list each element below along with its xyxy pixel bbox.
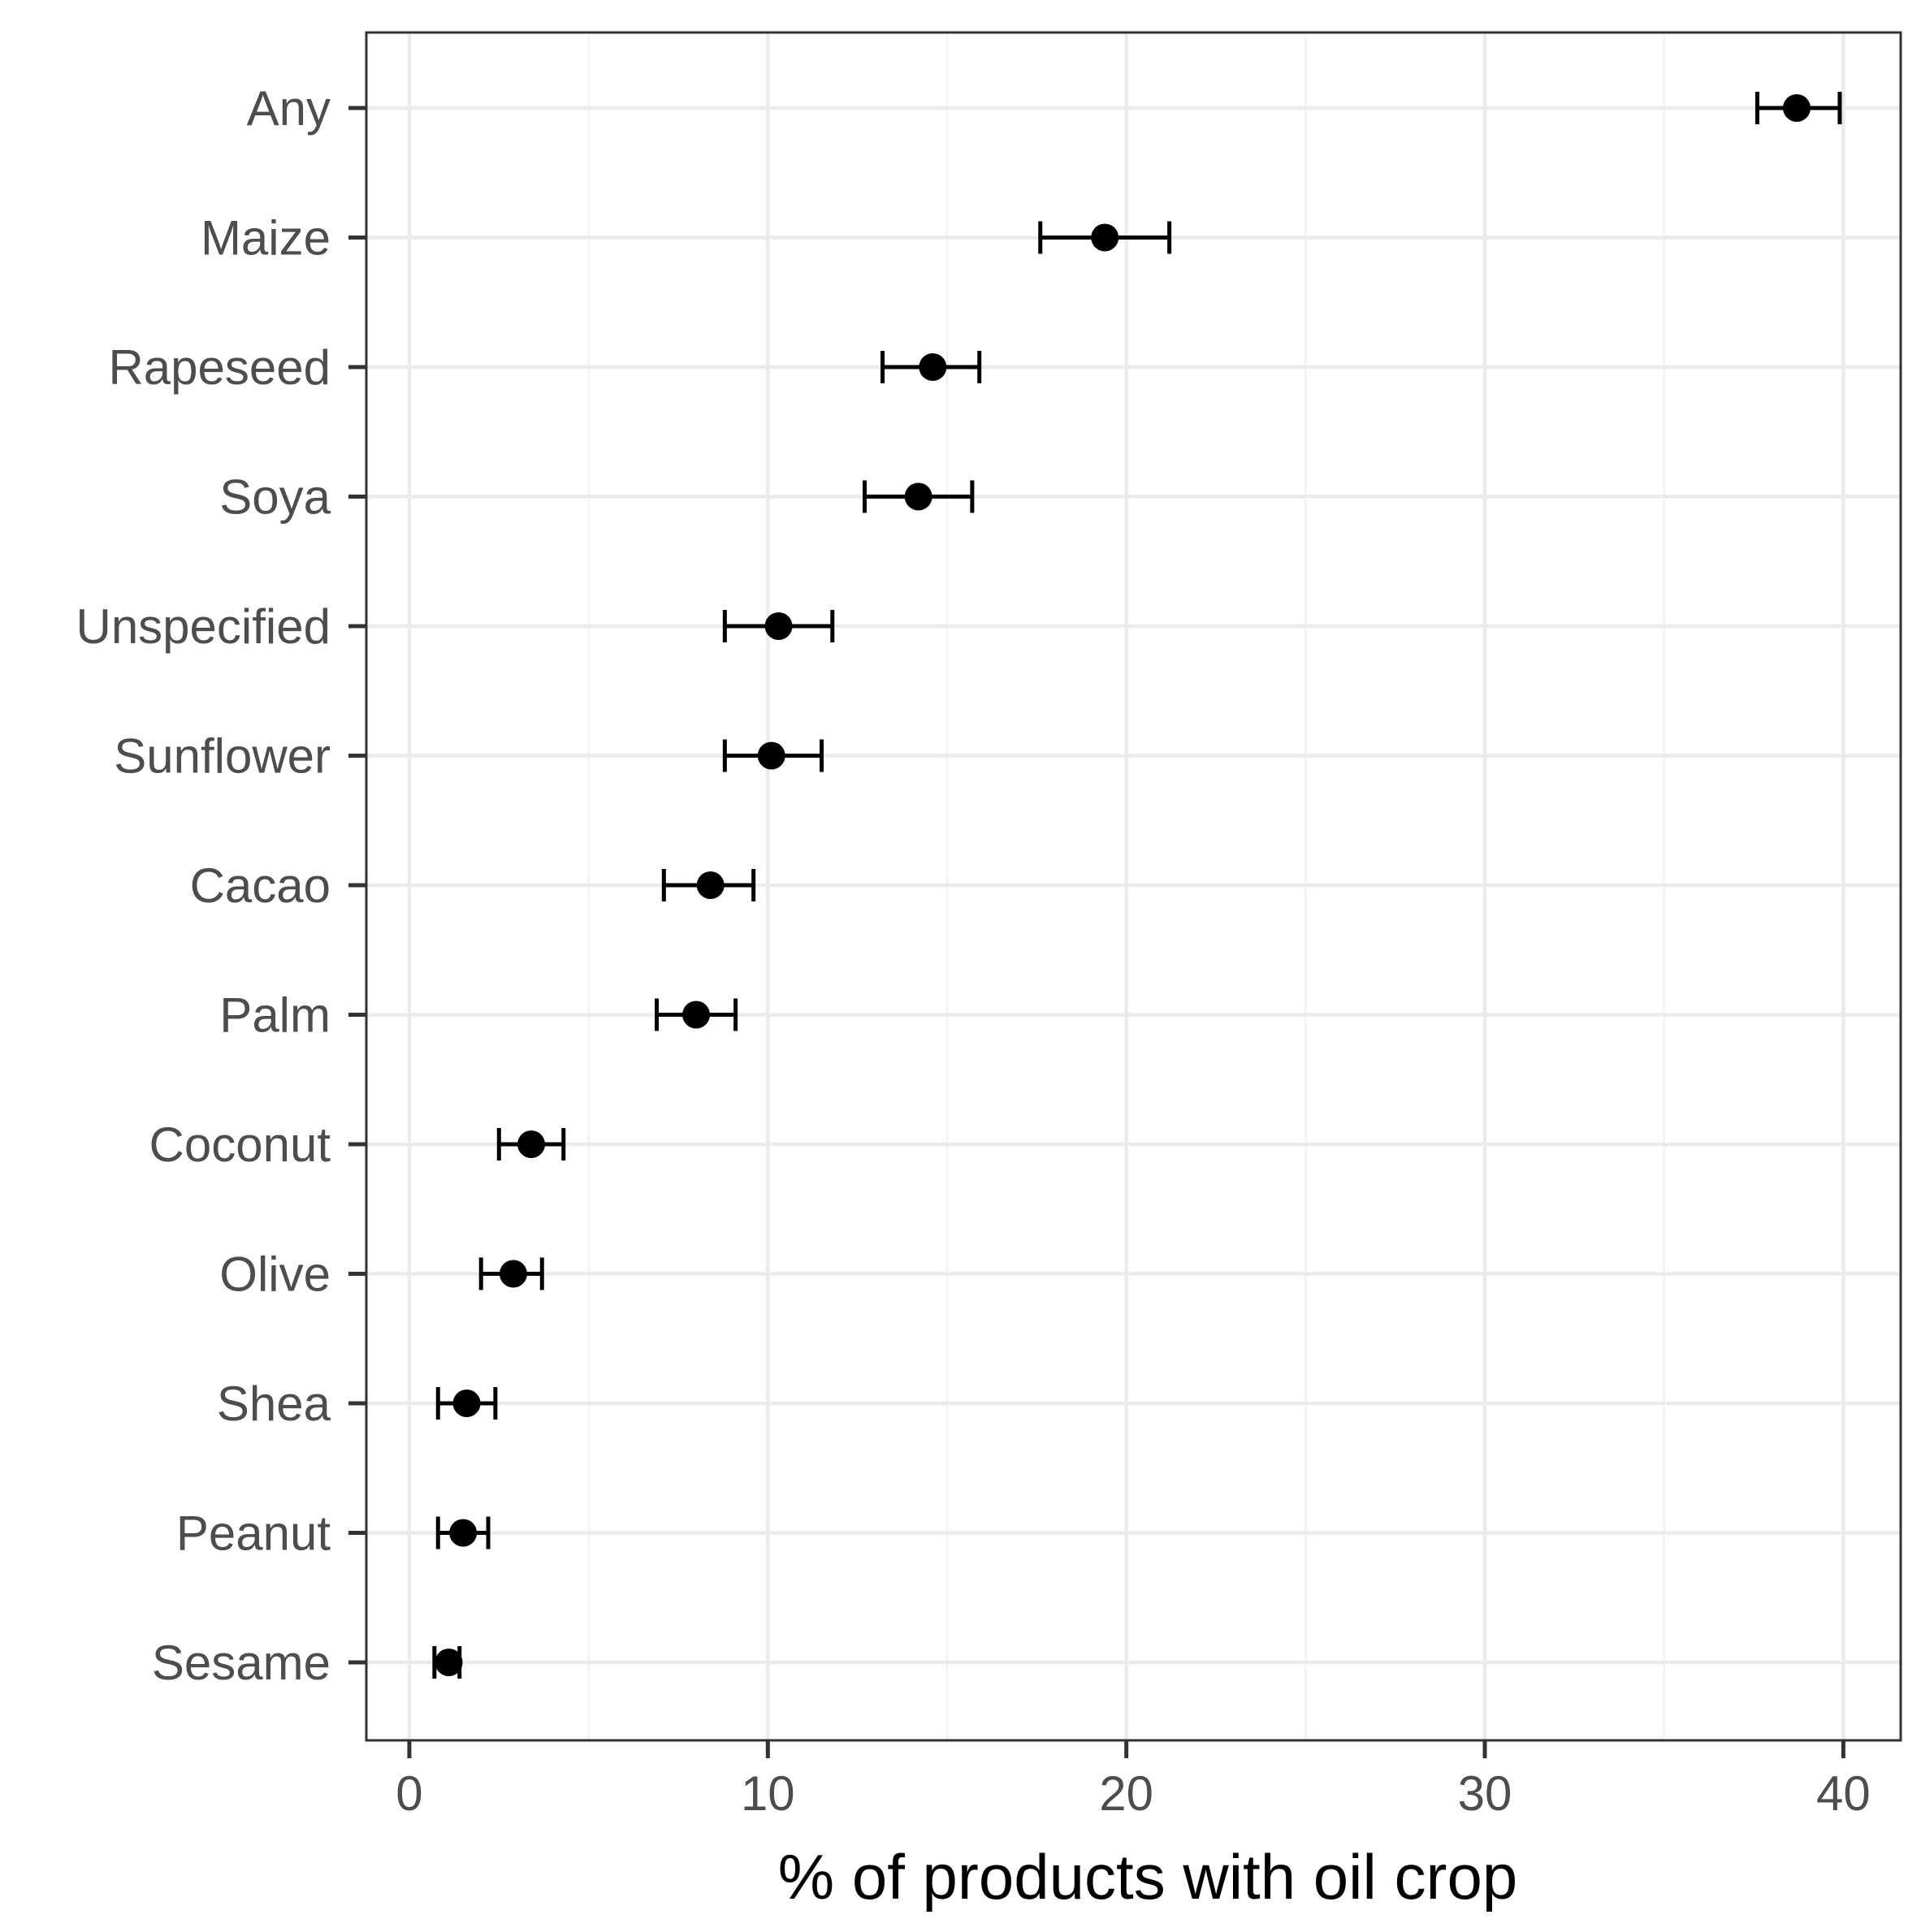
y-tick-label: Sunflower [114, 729, 331, 784]
y-tick-label: Rapeseed [108, 340, 331, 395]
major-gridlines [366, 32, 1901, 1740]
y-tick-label: Soya [219, 470, 331, 525]
point-coconut [517, 1130, 546, 1158]
y-tick-label: Unspecified [76, 599, 331, 654]
point-soya [904, 482, 932, 511]
data-points [435, 94, 1811, 1676]
y-tick-label: Maize [201, 211, 331, 266]
x-tick-label: 30 [1458, 1766, 1512, 1821]
x-axis: 0 10 20 30 40 [396, 1740, 1871, 1821]
point-sesame [435, 1649, 463, 1676]
y-axis: Any Maize Rapeseed Soya Unspecified Sunflower… [76, 81, 366, 1690]
y-tick-label: Peanut [176, 1506, 331, 1561]
point-sunflower [757, 741, 785, 770]
x-tick-label: 40 [1816, 1766, 1871, 1821]
point-maize [1091, 223, 1119, 252]
y-tick-label: Palm [219, 988, 331, 1043]
x-tick-label: 0 [396, 1766, 422, 1821]
point-rapeseed [919, 353, 947, 381]
y-tick-label: Shea [217, 1377, 331, 1431]
x-tick-label: 10 [741, 1766, 795, 1821]
point-palm [682, 1001, 711, 1029]
point-shea [452, 1390, 481, 1417]
y-tick-label: Sesame [152, 1636, 331, 1690]
point-cacao [696, 871, 725, 899]
point-peanut [449, 1519, 478, 1547]
point-unspecified [764, 612, 793, 640]
x-tick-label: 20 [1099, 1766, 1153, 1821]
x-axis-title: % of products with oil crop [778, 1841, 1517, 1913]
error-bars [432, 92, 1842, 1679]
point-any [1783, 94, 1811, 122]
point-olive [499, 1260, 527, 1288]
y-tick-label: Olive [219, 1247, 331, 1302]
y-tick-label: Coconut [149, 1117, 331, 1172]
y-tick-label: Cacao [190, 858, 331, 913]
y-tick-label: Any [247, 81, 331, 136]
